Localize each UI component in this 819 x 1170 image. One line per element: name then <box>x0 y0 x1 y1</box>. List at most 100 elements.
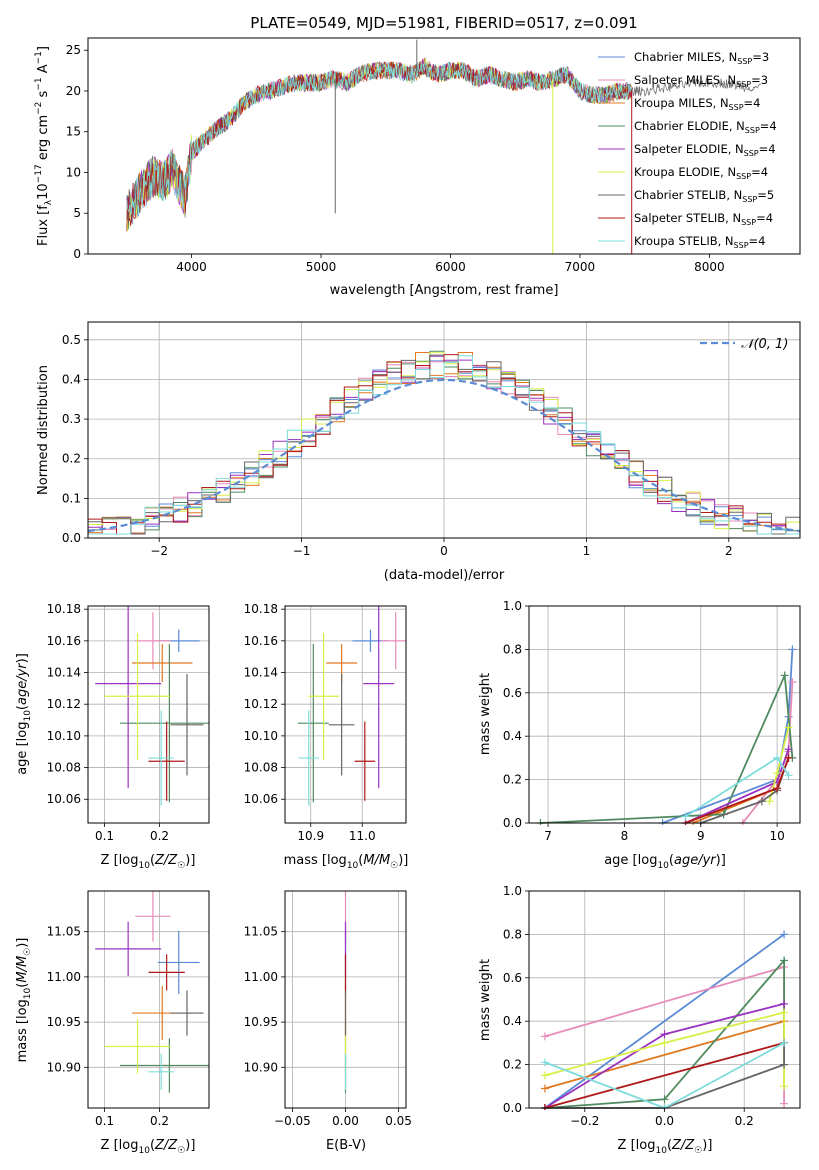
age-vs-mass-y-tick-label: 10.12 <box>244 697 278 711</box>
weight-vs-age-marker <box>773 753 782 762</box>
age-vs-z-errorbar-point <box>119 644 209 803</box>
spectrum-x-tick-label: 6000 <box>435 260 466 274</box>
weight-vs-z-ticks: −0.2 0.0 0.2 0.0 0.2 0.4 0.6 0.8 1.0 <box>503 884 754 1128</box>
weight-vs-z-series-line <box>544 933 785 1109</box>
weight-vs-z-series <box>540 930 789 1110</box>
age-vs-z-x-tick-label: 0.1 <box>95 829 114 843</box>
residuals-ylabel: Normed distribution <box>36 365 51 495</box>
spectrum-legend-entry: Kroupa MILES, NSSP=4 <box>634 96 760 112</box>
residuals-y-tick-label: 0.4 <box>62 372 81 386</box>
age-vs-mass-xlabel: mass [log10(M/M☉)] <box>284 853 409 871</box>
weight-vs-z-marker <box>540 1032 549 1041</box>
mass-vs-z-y-tick-label: 10.95 <box>47 1015 81 1029</box>
weight-vs-z-series-line <box>544 1042 785 1109</box>
mass-vs-z-errorbar-point <box>135 891 171 942</box>
weight-vs-age-series <box>536 645 797 825</box>
weight-vs-age-y-tick-label: 0.6 <box>503 686 522 700</box>
weight-vs-age-marker <box>784 723 793 732</box>
weight-vs-age-ylabel: mass weight <box>478 673 493 755</box>
weight-vs-z-marker <box>540 1071 549 1080</box>
age-vs-z-plot-area <box>88 606 209 823</box>
weight-vs-age-marker <box>784 745 793 754</box>
weight-vs-age-marker <box>773 784 782 793</box>
residuals-histogram <box>88 355 800 535</box>
weight-vs-age-panel: 7 8 9 10 0.0 0.2 0.4 0.6 0.8 1.0 age [log10(age/y… <box>478 599 801 871</box>
weight-vs-age-marker <box>788 645 797 654</box>
age-vs-mass-points <box>297 606 406 806</box>
spectrum-series-line <box>126 57 632 232</box>
age-vs-mass-y-tick-label: 10.14 <box>244 666 278 680</box>
age-vs-mass-x-tick-label: 10.9 <box>297 829 324 843</box>
residuals-y-tick-label: 0.0 <box>62 531 81 545</box>
weight-vs-age-marker <box>784 771 793 780</box>
mass-vs-ebv-panel: −0.05 0.00 0.05 10.90 10.95 11.00 11.05 E(B-V) <box>244 890 412 1153</box>
weight-vs-z-marker <box>540 1058 549 1067</box>
weight-vs-z-y-tick-label: 0.0 <box>503 1101 522 1115</box>
mass-vs-z-x-tick-label: 0.2 <box>150 1114 169 1128</box>
weight-vs-age-x-tick-label: 7 <box>544 829 552 843</box>
mass-vs-z-xlabel: Z [log10(Z/Z☉)] <box>101 1138 196 1156</box>
mass-vs-ebv-xlabel: E(B-V) <box>326 1138 366 1153</box>
spectrum-frame <box>87 37 801 255</box>
weight-vs-z-marker <box>780 1008 789 1017</box>
age-vs-z-y-tick-label: 10.18 <box>47 602 81 616</box>
residuals-ticks: −2 −1 0 1 2 0.0 0.1 0.2 0.3 0.4 0.5 <box>62 333 733 558</box>
weight-vs-z-marker <box>660 1030 669 1039</box>
spectrum-lines <box>126 39 761 254</box>
weight-vs-z-panel: −0.2 0.0 0.2 0.0 0.2 0.4 0.6 0.8 1.0 Z [log10(Z/… <box>478 884 801 1156</box>
residuals-y-tick-label: 0.2 <box>62 452 81 466</box>
weight-vs-age-marker <box>784 753 793 762</box>
weight-vs-z-marker <box>780 999 789 1008</box>
weight-vs-age-x-tick-label: 9 <box>697 829 705 843</box>
spectrum-y-tick-label: 5 <box>73 206 81 220</box>
age-vs-z-errorbar-point <box>170 674 204 776</box>
age-vs-z-errorbar-point <box>135 612 171 670</box>
figure-title: PLATE=0549, MJD=51981, FIBERID=0517, z=0… <box>250 14 637 32</box>
mass-vs-ebv-x-tick-label: 0.05 <box>385 1114 412 1128</box>
age-vs-z-errorbar-point <box>148 721 185 801</box>
residuals-plot-area <box>88 322 800 539</box>
spectrum-ticks: 4000 5000 6000 7000 8000 0 5 10 15 20 25 <box>66 43 725 274</box>
weight-vs-age-x-tick-label: 10 <box>769 829 784 843</box>
residuals-panel: −2 −1 0 1 2 0.0 0.1 0.2 0.3 0.4 0.5 (data-model)/e… <box>36 321 801 583</box>
residuals-x-tick-label: 0 <box>440 544 448 558</box>
spectrum-panel: 4000 5000 6000 7000 8000 0 5 10 15 20 25 wavelengt… <box>34 37 801 298</box>
spectrum-x-tick-label: 4000 <box>176 260 207 274</box>
weight-vs-z-marker <box>780 1099 789 1108</box>
mass-vs-ebv-y-tick-label: 10.90 <box>244 1060 278 1074</box>
age-vs-z-ticks: 0.1 0.2 10.06 10.08 10.10 10.12 10.14 10.16 10.1… <box>47 602 169 843</box>
spectrum-legend-entry: Salpeter MILES, NSSP=3 <box>634 73 768 89</box>
weight-vs-age-xlabel: age [log10(age/yr)] <box>604 853 726 871</box>
age-vs-mass-x-tick-label: 11.0 <box>349 829 376 843</box>
spectrum-legend-entry: Kroupa STELIB, NSSP=4 <box>634 234 765 250</box>
weight-vs-z-x-tick-label: 0.2 <box>735 1114 754 1128</box>
age-vs-mass-plot-area <box>285 606 406 823</box>
residuals-xlabel: (data-model)/error <box>384 568 505 583</box>
spectrum-y-tick-label: 15 <box>66 125 81 139</box>
weight-vs-age-marker <box>780 671 789 680</box>
age-vs-mass-errorbar-point <box>354 721 376 801</box>
mass-vs-z-y-tick-label: 11.00 <box>47 970 81 984</box>
weight-vs-age-marker <box>765 797 774 806</box>
age-vs-z-ylabel: age [log10(age/yr)] <box>15 653 33 775</box>
weight-vs-z-marker <box>780 930 789 939</box>
age-vs-mass-errorbar-point <box>363 606 395 789</box>
spectrum-legend: Chabrier MILES, NSSP=3 Salpeter MILES, NS… <box>598 50 777 250</box>
mass-vs-z-errorbar-point <box>119 1038 209 1093</box>
age-vs-mass-y-tick-label: 10.18 <box>244 602 278 616</box>
age-vs-z-errorbar-point <box>104 632 171 760</box>
spectrum-ylabel: Flux [fλ10−17 erg cm−2 s−1 A−1] <box>34 46 54 246</box>
spectrum-series-line <box>126 61 633 217</box>
residuals-y-tick-label: 0.3 <box>62 412 81 426</box>
weight-vs-age-y-tick-label: 0.0 <box>503 816 522 830</box>
residuals-legend-entry: 𝒩(0, 1) <box>741 337 788 352</box>
spectrum-x-tick-label: 7000 <box>565 260 596 274</box>
weight-vs-z-x-tick-label: 0.0 <box>655 1114 674 1128</box>
mass-vs-z-errorbar-point <box>170 990 204 1036</box>
age-vs-z-y-tick-label: 10.14 <box>47 666 81 680</box>
weight-vs-age-marker <box>788 677 797 686</box>
spectrum-legend-entry: Kroupa ELODIE, NSSP=4 <box>634 165 768 181</box>
age-vs-mass-y-tick-label: 10.10 <box>244 729 278 743</box>
spectrum-plot-area <box>126 39 761 254</box>
